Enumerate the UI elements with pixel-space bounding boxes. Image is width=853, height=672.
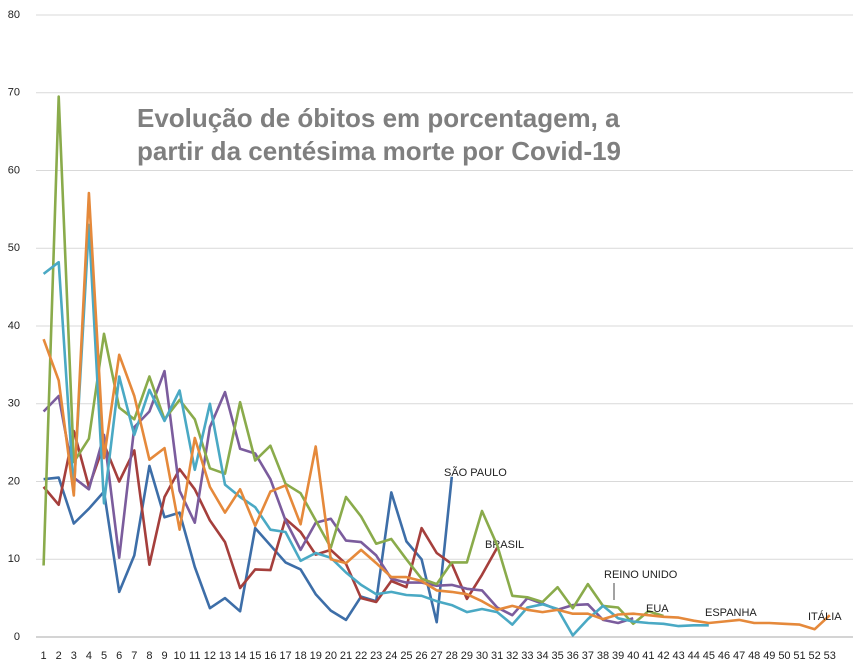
x-tick-label: 35 <box>552 650 564 662</box>
series-label: ESPANHA <box>705 607 757 619</box>
series-label: REINO UNIDO <box>604 569 678 581</box>
y-tick-label: 50 <box>8 242 20 254</box>
x-tick-label: 7 <box>131 650 137 662</box>
x-tick-label: 48 <box>748 650 760 662</box>
x-tick-label: 25 <box>400 650 412 662</box>
x-tick-label: 45 <box>703 650 715 662</box>
y-tick-label: 70 <box>8 87 20 99</box>
x-tick-label: 11 <box>189 650 200 662</box>
x-tick-label: 51 <box>793 650 805 662</box>
x-tick-label: 53 <box>824 650 836 662</box>
x-tick-label: 18 <box>294 650 306 662</box>
series-line <box>43 464 454 624</box>
x-tick-label: 9 <box>161 650 167 662</box>
x-tick-label: 14 <box>234 650 246 662</box>
x-tick-label: 42 <box>657 650 669 662</box>
x-tick-label: 13 <box>219 650 231 662</box>
x-tick-label: 20 <box>325 650 337 662</box>
y-tick-label: 20 <box>8 475 20 487</box>
x-tick-label: 34 <box>536 650 548 662</box>
x-tick-label: 29 <box>461 650 473 662</box>
x-tick-label: 33 <box>521 650 533 662</box>
x-tick-label: 31 <box>491 650 503 662</box>
x-tick-label: 32 <box>506 650 518 662</box>
series-line <box>42 191 831 631</box>
x-tick-label: 47 <box>733 650 745 662</box>
x-tick-label: 26 <box>415 650 427 662</box>
x-tick-label: 27 <box>431 650 443 662</box>
x-tick-label: 43 <box>672 650 684 662</box>
series-line <box>42 95 664 626</box>
x-tick-label: 40 <box>627 650 639 662</box>
x-tick-label: 12 <box>204 650 216 662</box>
x-tick-label: 6 <box>116 650 122 662</box>
x-tick-label: 8 <box>146 650 152 662</box>
y-tick-label: 0 <box>14 631 20 643</box>
x-tick-label: 22 <box>355 650 367 662</box>
series-label: ITÁLIA <box>808 610 842 623</box>
x-tick-label: 1 <box>40 650 46 662</box>
series-line <box>42 369 634 625</box>
x-tick-label: 5 <box>101 650 107 662</box>
y-tick-label: 10 <box>8 553 20 565</box>
x-tick-label: 23 <box>370 650 382 662</box>
series-label: BRASIL <box>485 539 524 551</box>
x-tick-label: 46 <box>718 650 730 662</box>
x-tick-label: 24 <box>385 650 397 662</box>
x-tick-label: 10 <box>174 650 186 662</box>
x-tick-label: 39 <box>612 650 624 662</box>
x-tick-label: 28 <box>446 650 458 662</box>
x-tick-label: 49 <box>763 650 775 662</box>
x-tick-label: 19 <box>310 650 322 662</box>
y-tick-label: 40 <box>8 320 20 332</box>
x-tick-label: 2 <box>56 650 62 662</box>
x-tick-label: 17 <box>279 650 291 662</box>
series-label: SÃO PAULO <box>444 466 507 479</box>
series-line <box>42 223 709 637</box>
x-tick-label: 38 <box>597 650 609 662</box>
y-tick-label: 60 <box>8 164 20 176</box>
x-tick-label: 44 <box>688 650 700 662</box>
chart-title: partir da centésima morte por Covid-19 <box>137 136 621 166</box>
y-tick-label: 30 <box>8 398 20 410</box>
chart-title: Evolução de óbitos em porcentagem, a <box>137 103 620 133</box>
y-tick-label: 80 <box>8 9 20 21</box>
x-tick-label: 52 <box>809 650 821 662</box>
x-tick-label: 3 <box>71 650 77 662</box>
x-tick-label: 30 <box>476 650 488 662</box>
x-tick-label: 50 <box>778 650 790 662</box>
x-tick-label: 41 <box>642 650 654 662</box>
x-tick-label: 4 <box>86 650 92 662</box>
x-tick-label: 37 <box>582 650 594 662</box>
x-tick-label: 16 <box>264 650 276 662</box>
x-tick-label: 36 <box>567 650 579 662</box>
series-line <box>42 429 499 604</box>
x-tick-label: 21 <box>340 650 352 662</box>
x-tick-label: 15 <box>249 650 261 662</box>
series-label: EUA <box>646 603 669 615</box>
